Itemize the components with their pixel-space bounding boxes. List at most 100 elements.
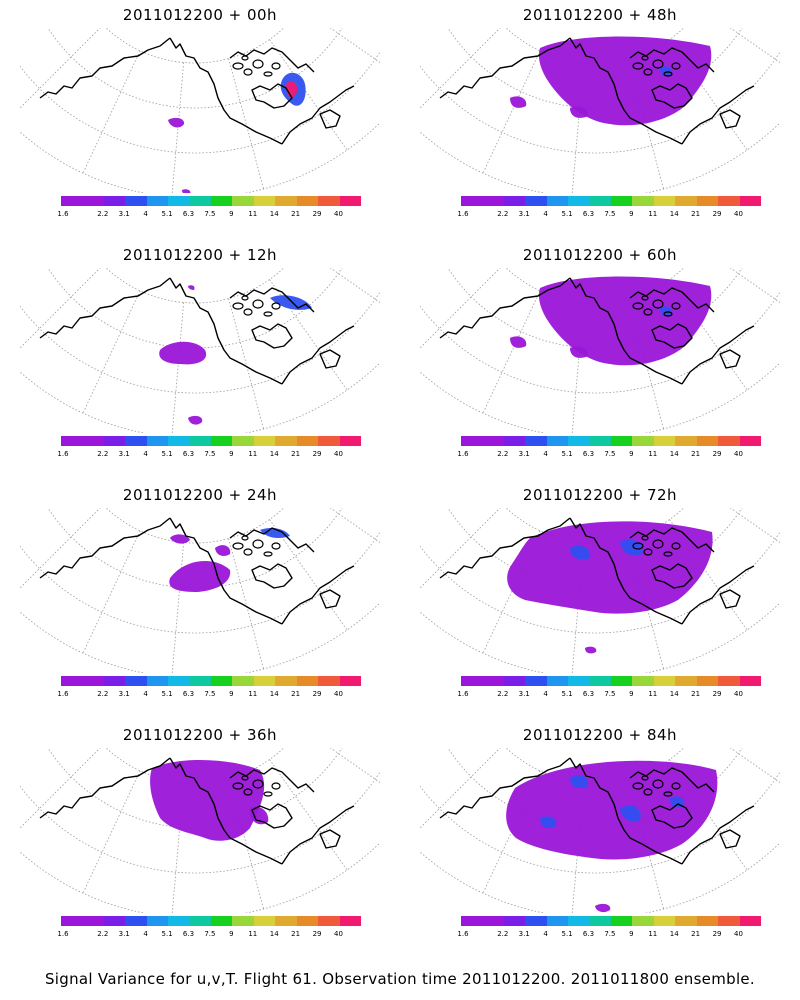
colorbar-segment (253, 436, 276, 446)
meridian-line (729, 28, 780, 64)
colorbar-segment (168, 916, 190, 926)
colorbar-tick-label: 3.1 (118, 690, 130, 698)
coastline (681, 805, 755, 865)
variance-shading (188, 285, 195, 290)
colorbar-segment (146, 436, 169, 446)
colorbar-segment (525, 196, 547, 206)
colorbar (461, 676, 761, 688)
variance-shading (540, 816, 557, 828)
meridian-line (329, 268, 380, 304)
polar-map (20, 28, 380, 193)
colorbar-tick-label: 6.3 (182, 210, 195, 218)
colorbar (61, 916, 361, 928)
colorbar-tick-label: 11 (248, 930, 258, 938)
meridian-line (171, 302, 185, 433)
island (241, 295, 249, 301)
coastline (281, 85, 355, 145)
coastline (569, 517, 683, 625)
meridian-line (420, 268, 501, 349)
colorbar-tick-label: 6.3 (582, 930, 595, 938)
island (652, 299, 664, 309)
island (263, 791, 273, 797)
island (652, 779, 664, 789)
meridian-line (329, 28, 380, 64)
island (632, 62, 644, 70)
coastline (569, 37, 683, 145)
map-panel-p00: 2011012200 + 00h 1.6 2.2 3.1 4 5.1 6.3 7.5 9 11 14… (0, 0, 400, 235)
island (232, 782, 244, 790)
colorbar-tick-label: 3.1 (518, 690, 530, 698)
coastline (719, 109, 741, 129)
island (241, 535, 249, 541)
colorbar-segment (611, 196, 633, 206)
colorbar-tick-label: 11 (648, 690, 658, 698)
colorbar-tick-label: 1.6 (457, 210, 469, 218)
panel-title: 2011012200 + 36h (122, 726, 278, 744)
colorbar-segment (232, 916, 254, 926)
colorbar-tick-label: 21 (291, 210, 301, 218)
coastline (439, 517, 571, 579)
colorbar-tick-label: 40 (334, 690, 343, 698)
colorbar-tick-label: 2.2 (97, 450, 109, 458)
colorbar-segment (503, 196, 526, 206)
colorbar-tick-label: 11 (648, 450, 658, 458)
coastline (169, 517, 283, 625)
variance-shading (595, 903, 611, 913)
variance-shading (570, 346, 589, 358)
colorbar-segment (211, 196, 233, 206)
polar-map (420, 748, 780, 913)
variance-shading (507, 521, 713, 614)
island (641, 295, 649, 301)
island (643, 308, 653, 316)
colorbar-segment (568, 916, 590, 926)
colorbar-segment (525, 676, 547, 686)
island (252, 59, 264, 69)
colorbar-labels: 1.6 2.2 3.1 4 5.1 6.3 7.5 9 11 14 21 29 40 (57, 210, 381, 222)
colorbar-labels: 1.6 2.2 3.1 4 5.1 6.3 7.5 9 11 14 21 29 40 (457, 930, 781, 942)
coastline (229, 47, 315, 73)
coastline (39, 277, 171, 339)
colorbar-segment (339, 676, 361, 686)
colorbar-tick-label: 1.6 (57, 450, 69, 458)
coastline (681, 565, 755, 625)
island (252, 299, 264, 309)
colorbar-segment (461, 916, 504, 926)
coastline (251, 563, 293, 589)
latitude-line (20, 122, 380, 193)
polar-map (20, 748, 380, 913)
island (671, 542, 681, 550)
island (232, 302, 244, 310)
polar-map (20, 268, 380, 433)
colorbar-segment (61, 436, 104, 446)
meridian-line (729, 268, 780, 304)
coastline (681, 325, 755, 385)
colorbar-segment (146, 196, 169, 206)
colorbar-tick-label: 4 (543, 930, 548, 938)
colorbar-tick-label: 3.1 (518, 210, 530, 218)
coastline (629, 287, 715, 313)
island (252, 539, 264, 549)
polar-map (420, 268, 780, 433)
coastline (439, 277, 571, 339)
variance-shading (182, 189, 191, 193)
colorbar-segment (275, 436, 297, 446)
colorbar-tick-label: 21 (291, 690, 301, 698)
colorbar-tick-label: 6.3 (582, 210, 595, 218)
coastline (169, 37, 283, 145)
colorbar-tick-label: 9 (229, 930, 234, 938)
colorbar-segment (611, 916, 633, 926)
meridian-line (420, 28, 501, 109)
colorbar-segment (189, 916, 211, 926)
coastline (251, 323, 293, 349)
island (243, 308, 253, 316)
island (643, 788, 653, 796)
colorbar-tick-label: 29 (712, 450, 722, 458)
latitude-line (47, 28, 343, 109)
figure-caption: Signal Variance for u,v,T. Flight 61. Ob… (44, 970, 756, 988)
colorbar-labels: 1.6 2.2 3.1 4 5.1 6.3 7.5 9 11 14 21 29 40 (57, 930, 381, 942)
colorbar-segment (61, 676, 104, 686)
coastline (229, 527, 315, 553)
colorbar-segment (275, 196, 297, 206)
colorbar-segment (461, 196, 504, 206)
colorbar-tick-label: 29 (712, 210, 722, 218)
